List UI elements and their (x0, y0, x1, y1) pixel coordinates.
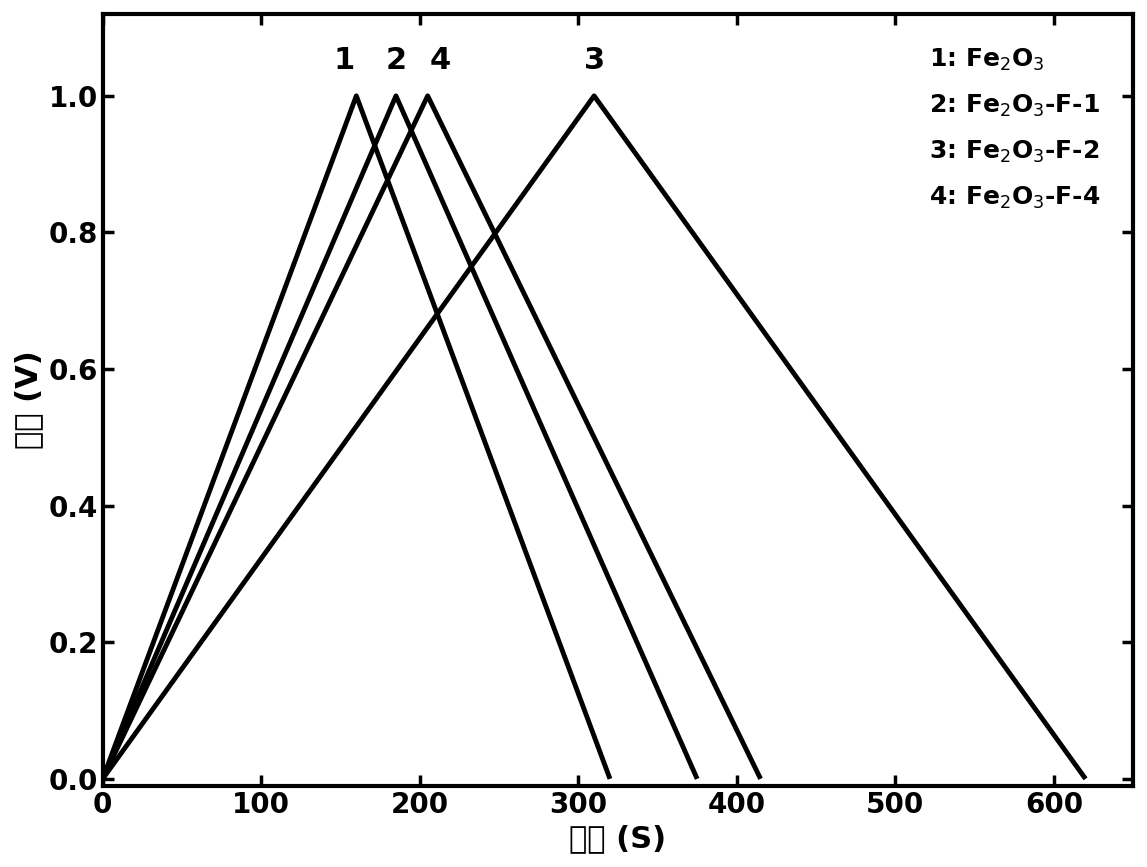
Y-axis label: 电压 (V): 电压 (V) (14, 350, 42, 449)
X-axis label: 时间 (S): 时间 (S) (569, 825, 666, 853)
Text: 4: 4 (430, 46, 451, 75)
Text: 3: 3 (584, 46, 604, 75)
Text: 1: 1 (333, 46, 354, 75)
Legend: 1: Fe$_2$O$_3$, 2: Fe$_2$O$_3$-F-1, 3: Fe$_2$O$_3$-F-2, 4: Fe$_2$O$_3$-F-4: 1: Fe$_2$O$_3$, 2: Fe$_2$O$_3$-F-1, 3: F… (910, 26, 1121, 231)
Text: 2: 2 (385, 46, 406, 75)
